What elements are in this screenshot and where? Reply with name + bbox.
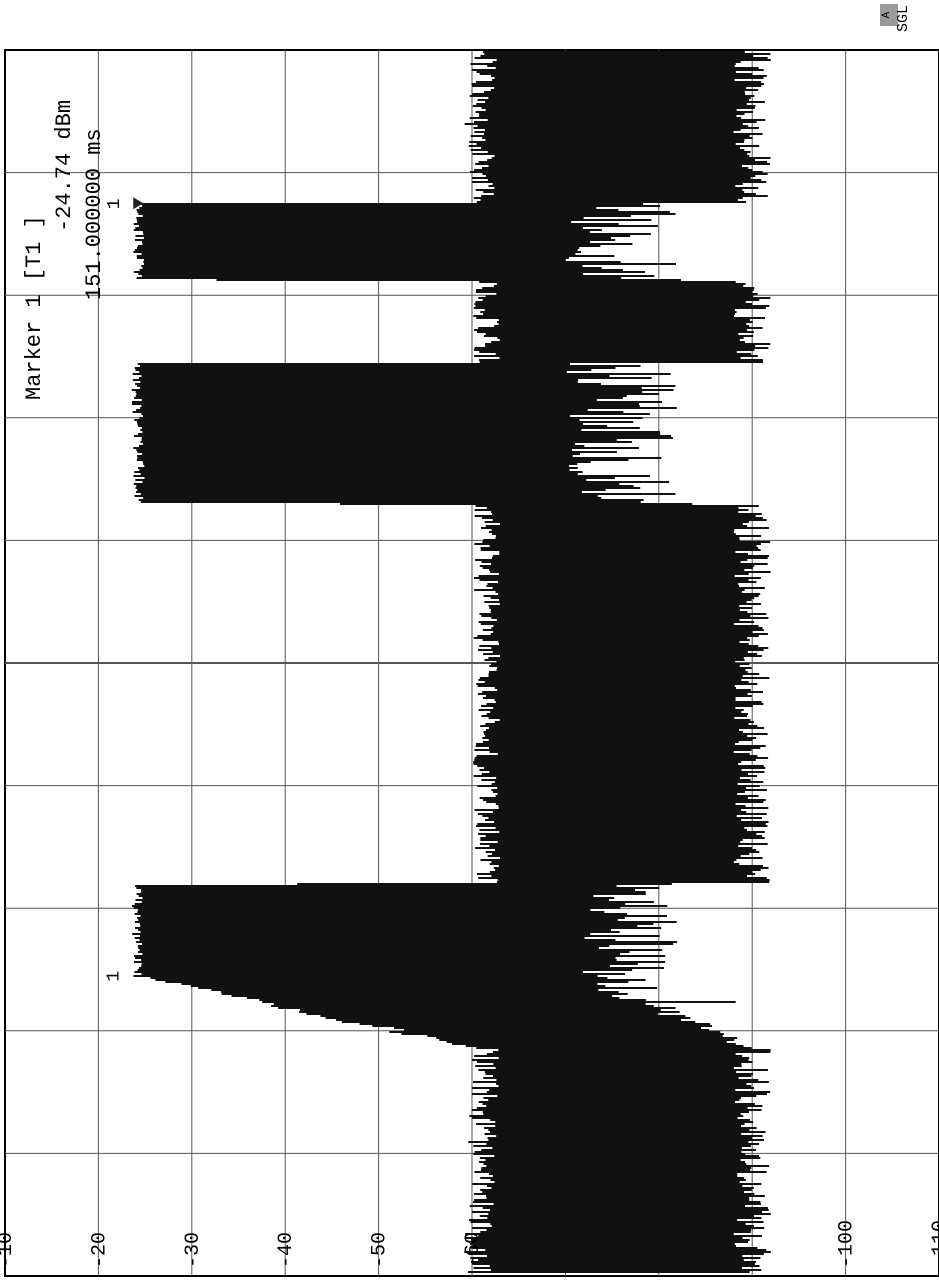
plot-area: 11 -10 -20 -30 -40 -50 -60 -100 -110 [0,49,939,1277]
marker-readout-time: 151.000000 ms [82,128,107,300]
y-tick-label: -60 [462,1232,485,1268]
marker-readout-title: Marker 1 [T1 ] [22,215,47,400]
trace-1 [131,51,771,1273]
sweep-mode-label: SGL [895,5,912,32]
marker-triangle-icon [133,197,144,210]
y-tick-labels: -10 -20 -30 -40 -50 -60 -100 -110 [0,1220,939,1268]
marker-readout-level: -24.74 dBm [52,100,77,232]
y-tick-label: -100 [836,1220,859,1268]
marker-readout: Marker 1 [T1 ] -24.74 dBm 151.000000 ms [22,100,107,400]
mode-badge-icon [880,4,898,26]
trace-body [131,51,771,1273]
y-tick-label: -40 [275,1232,298,1268]
y-tick-label: -30 [182,1232,205,1268]
marker-layer: 11 [105,197,144,982]
marker-label: 1 [105,971,125,982]
marker-label: 1 [105,198,125,209]
y-tick-label: -10 [0,1232,18,1268]
y-tick-label: -110 [929,1220,939,1268]
mode-badge-label: A [881,11,893,18]
y-tick-label: -50 [369,1232,392,1268]
y-tick-label: -20 [88,1232,111,1268]
